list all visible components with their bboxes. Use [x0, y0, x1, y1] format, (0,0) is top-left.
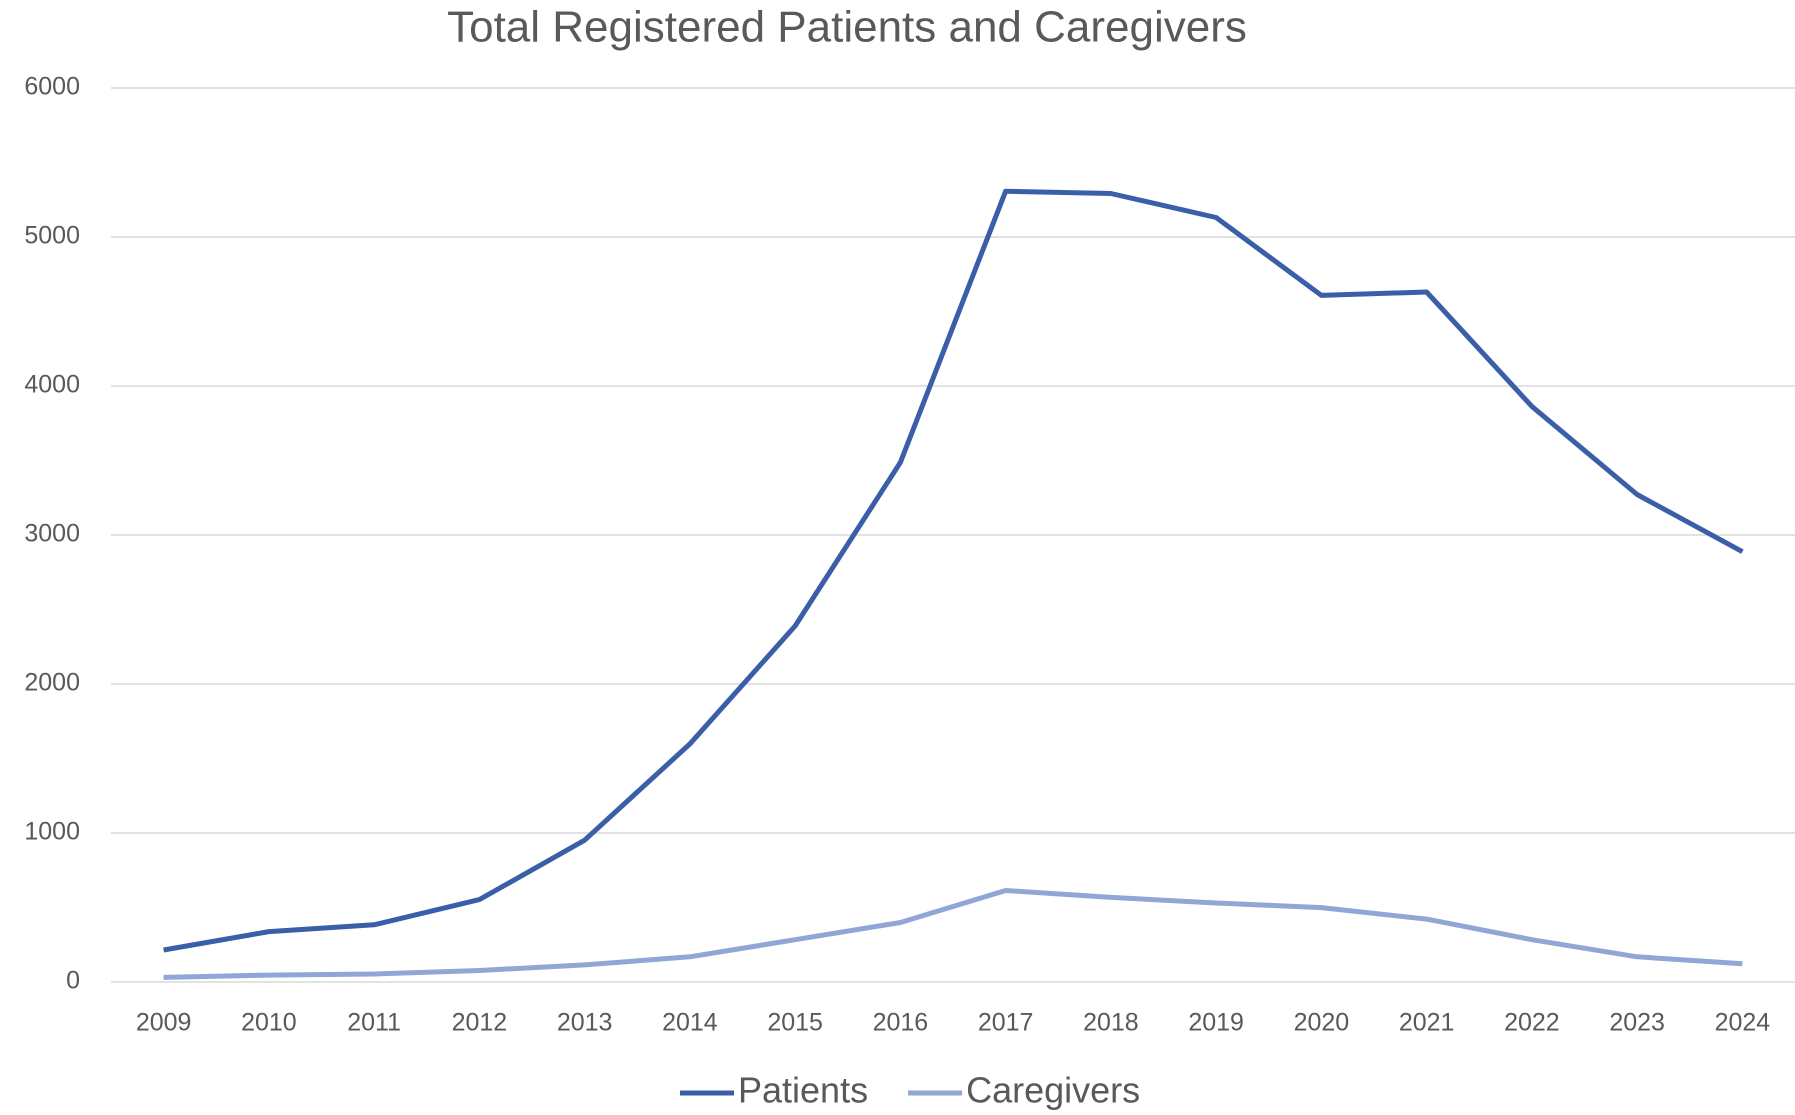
x-tick-label: 2009 [136, 1009, 192, 1037]
x-tick-label: 2014 [662, 1009, 718, 1037]
x-tick-label: 2021 [1399, 1009, 1455, 1037]
x-tick-label: 2017 [978, 1009, 1034, 1037]
x-tick-label: 2022 [1504, 1009, 1560, 1037]
x-tick-label: 2020 [1294, 1009, 1350, 1037]
series-line [163, 888, 1743, 980]
x-tick-label: 2016 [873, 1009, 929, 1037]
x-tick-label: 2019 [1188, 1009, 1244, 1037]
series-line [163, 188, 1744, 953]
y-tick-label: 2000 [24, 669, 80, 697]
chart-title: Total Registered Patients and Caregivers [447, 3, 1247, 52]
legend-label: Caregivers [966, 1070, 1140, 1111]
x-tick-label: 2012 [452, 1009, 508, 1037]
y-tick-label: 5000 [24, 222, 80, 250]
x-tick-label: 2011 [347, 1009, 401, 1037]
y-tick-label: 3000 [24, 520, 80, 548]
legend-label: Patients [738, 1070, 868, 1111]
y-tick-label: 4000 [24, 371, 80, 399]
x-tick-label: 2013 [557, 1009, 613, 1037]
y-tick-label: 0 [66, 967, 80, 995]
x-tick-label: 2023 [1609, 1009, 1665, 1037]
x-tick-label: 2024 [1715, 1009, 1771, 1037]
y-tick-label: 1000 [24, 818, 80, 846]
x-tick-label: 2010 [241, 1009, 297, 1037]
y-tick-label: 6000 [24, 73, 80, 101]
x-tick-label: 2018 [1083, 1009, 1139, 1037]
x-tick-label: 2015 [767, 1009, 823, 1037]
